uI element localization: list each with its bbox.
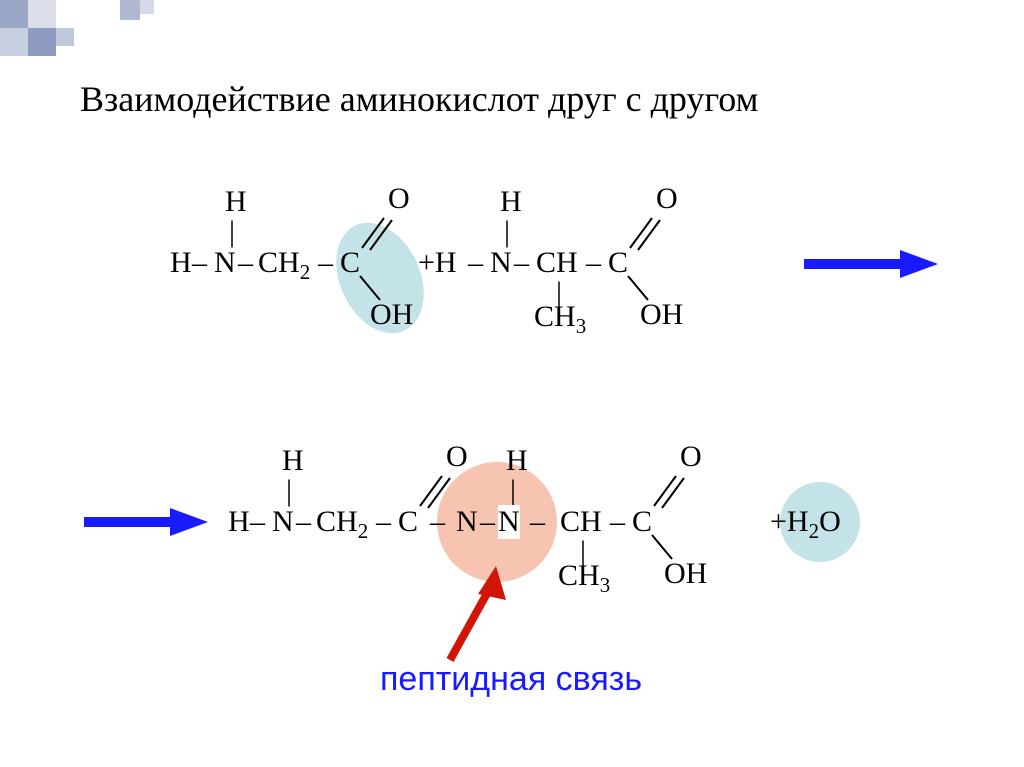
bond: – <box>480 505 495 539</box>
double-bond <box>358 210 396 254</box>
bond: – <box>192 246 207 280</box>
peptide-bond-pointer-arrow <box>430 560 520 670</box>
bond: – <box>468 246 483 280</box>
bond-v: | <box>286 474 292 508</box>
bond: – <box>376 505 391 539</box>
bond: – <box>586 246 601 280</box>
atom-ch: CH <box>536 246 578 280</box>
atom-oh: OH <box>640 298 683 332</box>
atom-n: N <box>490 246 512 280</box>
atom-n: N <box>214 246 236 280</box>
reaction-arrow <box>800 246 940 282</box>
atom-h: H <box>500 185 522 219</box>
double-bond <box>626 210 664 254</box>
atom-h: H <box>170 246 192 280</box>
bond: – <box>296 505 311 539</box>
atom-oh: OH <box>664 557 707 591</box>
bond: – <box>610 505 625 539</box>
reaction-arrow <box>80 504 210 540</box>
atom-n: N <box>498 505 520 539</box>
atom-h: H <box>506 444 528 478</box>
bond: – <box>250 505 265 539</box>
atom-o: O <box>446 440 468 474</box>
atom-n: N <box>272 505 294 539</box>
bond-v: | <box>229 215 235 249</box>
bond: – <box>530 505 545 539</box>
atom-ch3: CH3 <box>558 559 610 593</box>
atom-ch: CH <box>560 505 602 539</box>
atom-h: H <box>225 185 247 219</box>
bond: – <box>238 246 253 280</box>
bond-v: | <box>510 474 516 508</box>
double-bond <box>650 468 688 512</box>
atom-o: O <box>388 182 410 216</box>
atom-oh: OH <box>370 298 413 332</box>
atom-o: O <box>656 182 678 216</box>
atom-h: H <box>228 505 250 539</box>
atom-ch3: CH3 <box>534 300 586 334</box>
water: +H2O <box>770 505 841 539</box>
atom-c: C <box>398 505 418 539</box>
reaction-product: H | H – N – CH2 – C O – N H | – CH | CH3… <box>0 0 1024 767</box>
bond: – <box>318 246 333 280</box>
cover <box>452 505 480 537</box>
atom-h: H <box>282 444 304 478</box>
plus-h: +H <box>418 246 457 280</box>
bond-v: | <box>504 215 510 249</box>
atom-ch2: CH2 <box>316 505 368 539</box>
atom-ch2: CH2 <box>258 246 310 280</box>
bond: – <box>430 505 445 539</box>
bond: – <box>514 246 529 280</box>
atom-o: O <box>680 440 702 474</box>
